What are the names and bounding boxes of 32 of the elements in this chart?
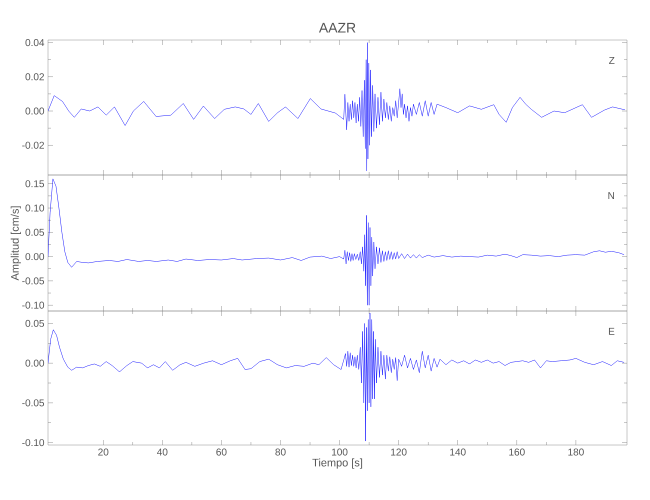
y-tick-label: 0.02 (25, 73, 44, 80)
y-tick-label: 0.10 (25, 204, 44, 212)
annotation: N (608, 192, 614, 199)
y-tick-label: 0.04 (25, 39, 44, 46)
x-tick-label: 20 (98, 448, 108, 456)
line-series (48, 178, 624, 306)
y-tick-label: -0.05 (22, 399, 44, 406)
y-axis-title: Amplitud [cm/s] (10, 206, 21, 280)
y-tick-label: 0.05 (25, 320, 44, 327)
chart-title: AAZR (318, 22, 356, 33)
y-tick-label: 0.00 (25, 253, 44, 260)
y-tick-label: -0.10 (22, 439, 44, 446)
y-tick-label: 0.00 (25, 360, 44, 367)
y-tick-label: 0.05 (25, 228, 44, 236)
y-tick-label: 0.00 (25, 107, 44, 115)
x-tick-label: 100 (332, 448, 348, 456)
x-axis-title: Tiempo [s] (312, 458, 362, 469)
x-tick-label: 40 (157, 448, 168, 456)
x-tick-label: 120 (391, 448, 407, 456)
x-tick-label: 180 (568, 448, 584, 456)
y-tick-label: -0.10 (22, 302, 44, 309)
annotation: Z (609, 57, 614, 64)
x-tick-label: 160 (509, 448, 525, 456)
x-tick-label: 80 (275, 448, 286, 456)
y-tick-label: -0.05 (22, 277, 44, 284)
line-series (48, 312, 624, 442)
x-tick-label: 60 (216, 448, 227, 456)
x-tick-label: 140 (450, 448, 466, 456)
annotation: E (608, 328, 614, 335)
line-series (48, 42, 626, 172)
y-tick-label: -0.02 (22, 142, 44, 149)
y-tick-label: 0.15 (25, 180, 44, 188)
